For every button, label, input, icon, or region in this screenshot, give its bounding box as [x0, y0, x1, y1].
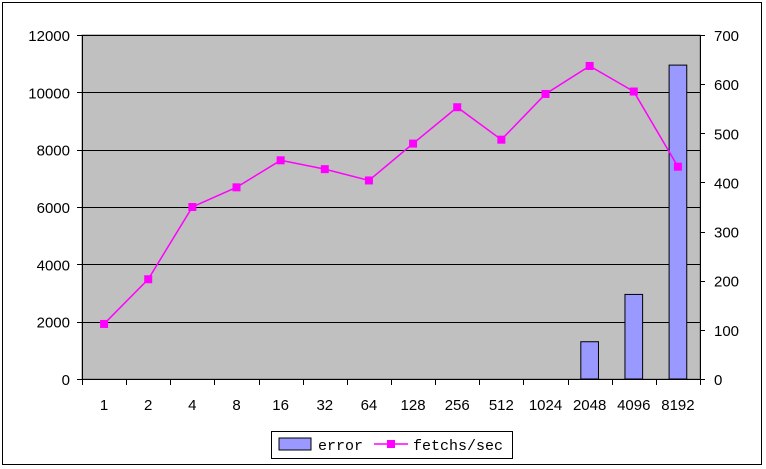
marker-fetchs-sec: [541, 89, 550, 98]
marker-fetchs-sec: [453, 103, 462, 112]
legend-label-error: error: [318, 438, 363, 455]
y-left-tick-label: 2000: [37, 315, 70, 332]
bar-error: [668, 64, 688, 380]
y-right-tick-label: 200: [714, 274, 739, 291]
x-tick-label: 1: [100, 397, 108, 414]
marker-fetchs-sec: [585, 61, 594, 70]
y-right-tick-label: 0: [714, 372, 722, 389]
x-tick-label: 4: [188, 397, 196, 414]
x-tick-label: 8192: [661, 397, 694, 414]
y-right-tick-label: 100: [714, 323, 739, 340]
y-right-tick-label: 500: [714, 126, 739, 143]
y-left-tick-label: 6000: [37, 200, 70, 217]
marker-fetchs-sec: [144, 275, 153, 284]
marker-fetchs-sec: [364, 176, 373, 185]
y-left-tick-label: 10000: [28, 85, 70, 102]
x-tick-label: 32: [316, 397, 333, 414]
marker-fetchs-sec: [232, 183, 241, 192]
y-left-tick-label: 8000: [37, 143, 70, 160]
x-tick-label: 128: [401, 397, 426, 414]
marker-fetchs-sec: [320, 165, 329, 174]
x-tick-label: 2048: [573, 397, 606, 414]
legend-swatch-error: [278, 437, 312, 451]
x-tick-label: 64: [361, 397, 378, 414]
x-tick-label: 4096: [617, 397, 650, 414]
marker-fetchs-sec: [629, 87, 638, 96]
y-right-tick-label: 700: [714, 28, 739, 45]
bar-error: [580, 341, 599, 380]
marker-fetchs-sec: [497, 135, 506, 144]
x-tick-label: 1024: [529, 397, 562, 414]
legend-marker-fetchs-sec: [387, 440, 395, 448]
bar-error: [624, 293, 644, 380]
marker-fetchs-sec: [276, 156, 285, 165]
marker-fetchs-sec: [409, 139, 418, 148]
x-tick-label: 512: [489, 397, 514, 414]
marker-fetchs-sec: [188, 203, 197, 211]
y-left-tick-label: 4000: [37, 257, 70, 274]
y-right-tick-label: 400: [714, 175, 739, 192]
legend-label-fetchs-sec: fetchs/sec: [413, 438, 503, 455]
x-tick-label: 2: [144, 397, 152, 414]
y-left-tick-label: 0: [62, 372, 70, 389]
y-left-tick-label: 12000: [28, 28, 70, 45]
marker-fetchs-sec: [100, 319, 109, 328]
x-tick-label: 8: [232, 397, 240, 414]
y-right-tick-label: 300: [714, 225, 739, 242]
y-right-tick-label: 600: [714, 77, 739, 94]
x-tick-label: 16: [272, 397, 289, 414]
x-tick-label: 256: [445, 397, 470, 414]
marker-fetchs-sec: [673, 162, 682, 171]
line-fetchs-sec: [103, 65, 679, 325]
